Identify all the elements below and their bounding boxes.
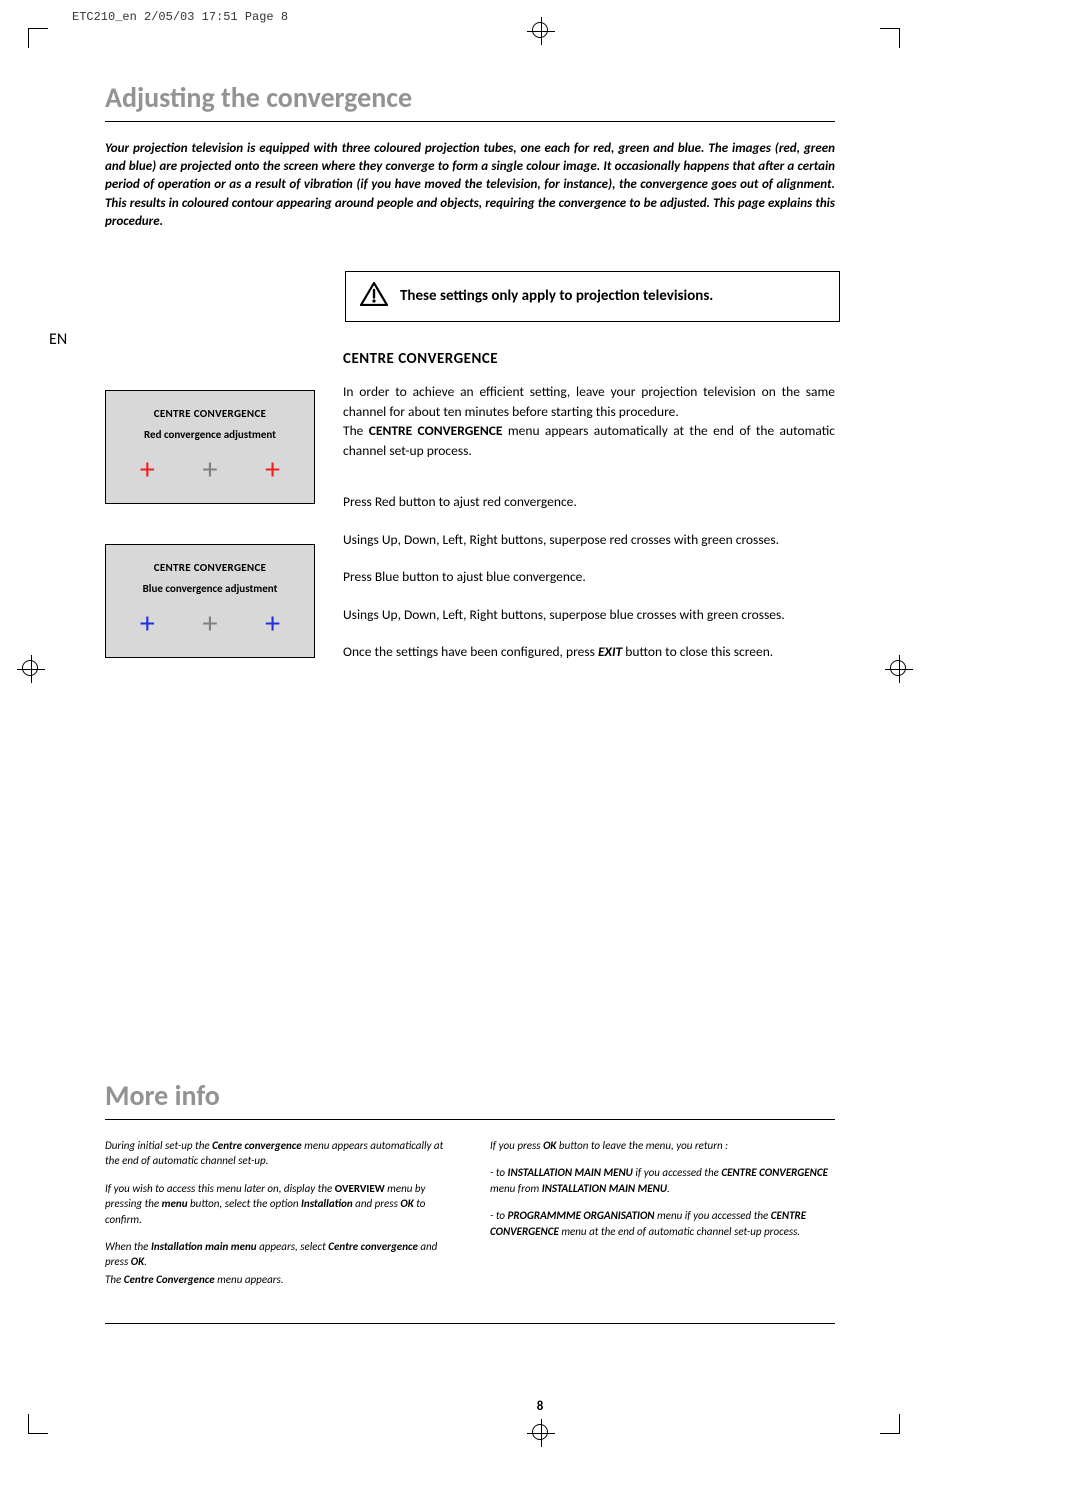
- instruction-line: Press Red button to ajust red convergenc…: [343, 492, 835, 512]
- text: The: [343, 422, 369, 439]
- registration-mark: [532, 1424, 548, 1440]
- info-paragraph: - to INSTALLATION MAIN MENU if you acces…: [490, 1165, 835, 1196]
- body-paragraph: In order to achieve an efficient setting…: [343, 382, 835, 460]
- cross-icon: +: [203, 455, 218, 485]
- more-info-left-column: During initial set-up the Centre converg…: [105, 1138, 450, 1299]
- convergence-box-blue: CENTRE CONVERGENCE Blue convergence adju…: [105, 544, 315, 658]
- text-bold: CENTRE CONVERGENCE: [369, 422, 503, 439]
- page-number: 8: [537, 1399, 544, 1414]
- language-label: EN: [49, 330, 67, 349]
- heading-rule: [105, 1119, 835, 1120]
- text: Once the settings have been configured, …: [343, 643, 598, 660]
- crop-mark: [28, 1414, 48, 1434]
- cross-icon: +: [203, 609, 218, 639]
- crop-mark: [880, 28, 900, 48]
- crop-mark: [28, 28, 48, 48]
- box-title: CENTRE CONVERGENCE: [116, 561, 304, 574]
- info-paragraph: When the Installation main menu appears,…: [105, 1239, 450, 1270]
- instruction-line: Usings Up, Down, Left, Right buttons, su…: [343, 605, 835, 625]
- warning-icon: [360, 282, 388, 311]
- info-paragraph: The Centre Convergence menu appears.: [105, 1272, 450, 1287]
- section-heading: CENTRE CONVERGENCE: [343, 350, 835, 368]
- page-content: EN Adjusting the convergence Your projec…: [105, 80, 835, 1324]
- print-metadata: ETC210_en 2/05/03 17:51 Page 8: [72, 10, 288, 24]
- more-info-right-column: If you press OK button to leave the menu…: [490, 1138, 835, 1299]
- text: In order to achieve an efficient setting…: [343, 383, 835, 420]
- box-subtitle: Red convergence adjustment: [116, 428, 304, 441]
- text: button to close this screen.: [622, 643, 773, 660]
- heading-rule: [105, 121, 835, 122]
- text-bold: EXIT: [598, 643, 622, 660]
- instruction-line: Usings Up, Down, Left, Right buttons, su…: [343, 530, 835, 550]
- page-title: Adjusting the convergence: [105, 80, 835, 115]
- crop-mark: [880, 1414, 900, 1434]
- info-paragraph: During initial set-up the Centre converg…: [105, 1138, 450, 1169]
- cross-icon: +: [140, 455, 155, 485]
- box-subtitle: Blue convergence adjustment: [116, 582, 304, 595]
- info-paragraph: - to PROGRAMMME ORGANISATION menu if you…: [490, 1208, 835, 1239]
- cross-icon: +: [140, 609, 155, 639]
- cross-icon: +: [265, 609, 280, 639]
- intro-paragraph: Your projection television is equipped w…: [105, 140, 835, 231]
- info-paragraph: If you wish to access this menu later on…: [105, 1181, 450, 1227]
- registration-mark: [532, 22, 548, 38]
- footer-rule: [105, 1323, 835, 1324]
- registration-mark: [22, 660, 38, 676]
- cross-icon: +: [265, 455, 280, 485]
- convergence-box-red: CENTRE CONVERGENCE Red convergence adjus…: [105, 390, 315, 504]
- info-paragraph: If you press OK button to leave the menu…: [490, 1138, 835, 1153]
- instruction-line: Press Blue button to ajust blue converge…: [343, 567, 835, 587]
- warning-box: These settings only apply to projection …: [345, 271, 840, 322]
- registration-mark: [890, 660, 906, 676]
- warning-text: These settings only apply to projection …: [400, 287, 713, 305]
- box-title: CENTRE CONVERGENCE: [116, 407, 304, 420]
- instruction-line: Once the settings have been configured, …: [343, 642, 835, 662]
- more-info-heading: More info: [105, 1078, 835, 1113]
